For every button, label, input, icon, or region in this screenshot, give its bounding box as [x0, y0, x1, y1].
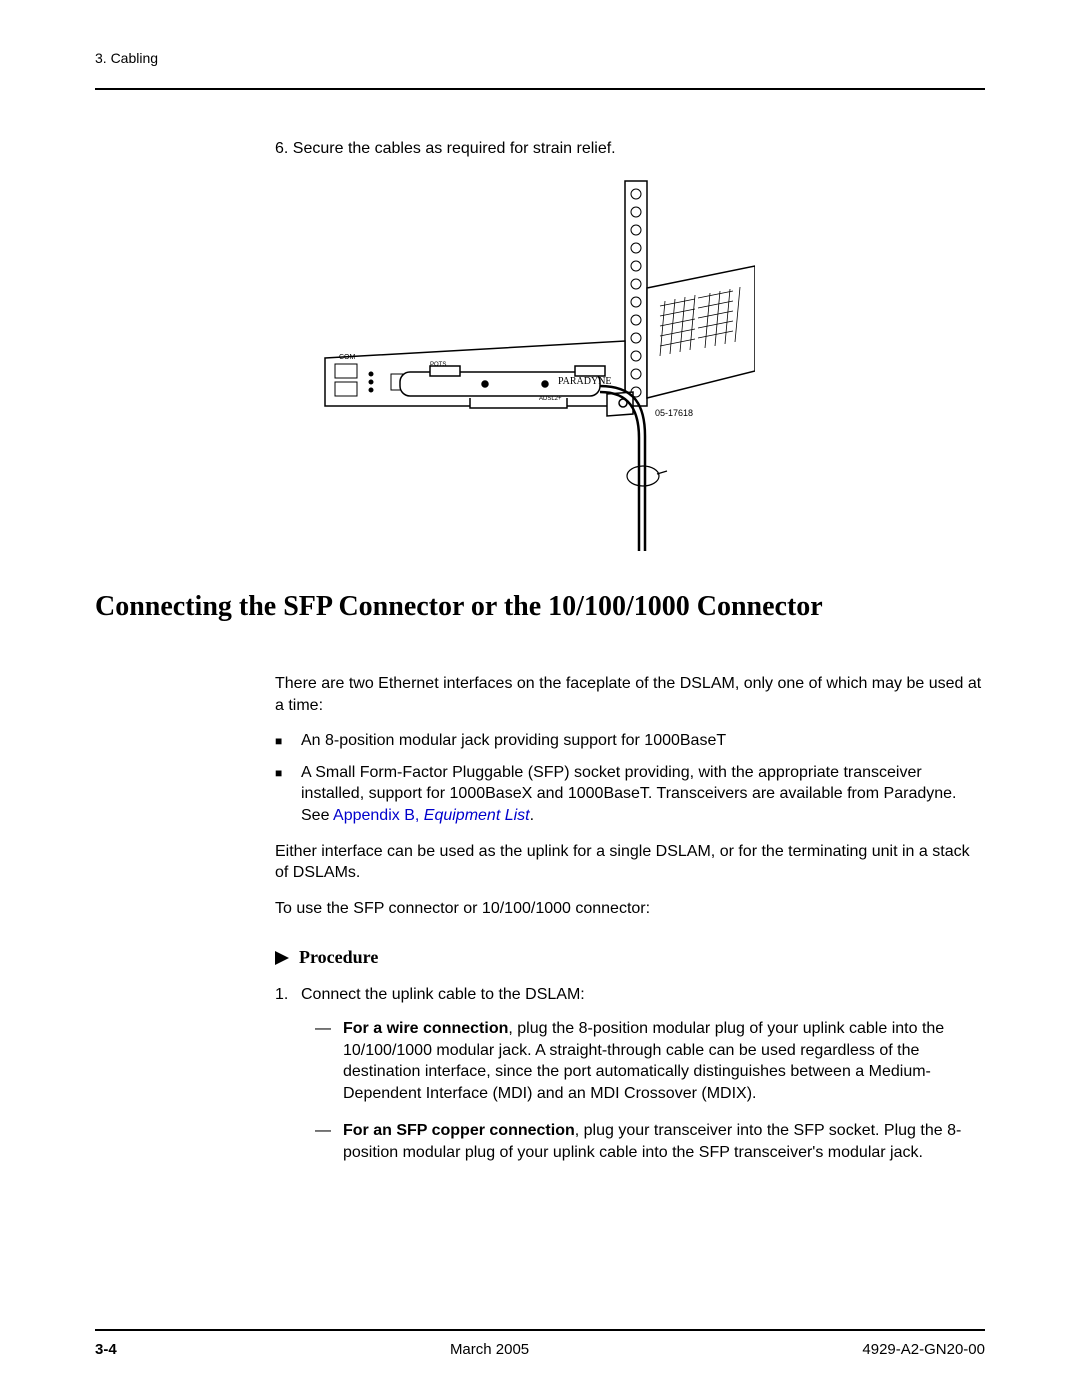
- diagram-svg: [315, 176, 755, 556]
- bullet-list: ■ An 8-position modular jack providing s…: [275, 730, 985, 826]
- step-text: Secure the cables as required for strain…: [293, 140, 616, 157]
- equipment-diagram: COM POTS ADSL2+ PARADYNE 05-17618: [315, 176, 755, 556]
- footer-row: 3-4 March 2005 4929-A2-GN20-00: [95, 1341, 985, 1358]
- appendix-link-title[interactable]: Equipment List: [424, 807, 530, 824]
- step-number: 1.: [275, 984, 301, 1006]
- label-adsl: ADSL2+: [539, 396, 562, 402]
- procedure-heading: Procedure: [275, 947, 985, 968]
- page-footer: 3-4 March 2005 4929-A2-GN20-00: [95, 1329, 985, 1358]
- dash-bold: For a wire connection: [343, 1020, 508, 1037]
- chapter-label: 3. Cabling: [95, 50, 985, 66]
- brand-label: PARADYNE: [558, 376, 612, 387]
- section-body: There are two Ethernet interfaces on the…: [275, 673, 985, 1164]
- dash-text: For a wire connection, plug the 8-positi…: [343, 1018, 985, 1104]
- triangle-icon: [275, 951, 289, 965]
- intro-paragraph: There are two Ethernet interfaces on the…: [275, 673, 985, 716]
- step-number: 6.: [275, 140, 288, 157]
- dash-icon: —: [315, 1120, 343, 1163]
- page-number: 3-4: [95, 1341, 117, 1358]
- step-6: 6. Secure the cables as required for str…: [275, 140, 985, 158]
- dash-icon: —: [315, 1018, 343, 1104]
- dash-item: — For a wire connection, plug the 8-posi…: [315, 1018, 985, 1104]
- dash-bold: For an SFP copper connection: [343, 1122, 575, 1139]
- label-com: COM: [339, 354, 355, 361]
- numbered-step: 1. Connect the uplink cable to the DSLAM…: [275, 984, 985, 1006]
- bullet-item: ■ A Small Form-Factor Pluggable (SFP) so…: [275, 762, 985, 827]
- procedure-label: Procedure: [299, 947, 378, 968]
- footer-date: March 2005: [450, 1341, 529, 1358]
- appendix-link[interactable]: Appendix B,: [333, 807, 424, 824]
- page-header: 3. Cabling: [95, 50, 985, 90]
- header-rule: [95, 88, 985, 90]
- para-either-interface: Either interface can be used as the upli…: [275, 841, 985, 884]
- square-bullet-icon: ■: [275, 762, 301, 827]
- dash-item: — For an SFP copper connection, plug you…: [315, 1120, 985, 1163]
- bullet-item: ■ An 8-position modular jack providing s…: [275, 730, 985, 752]
- doc-number: 4929-A2-GN20-00: [862, 1341, 985, 1358]
- dash-text: For an SFP copper connection, plug your …: [343, 1120, 985, 1163]
- step-text: Connect the uplink cable to the DSLAM:: [301, 984, 585, 1006]
- figure-container: COM POTS ADSL2+ PARADYNE 05-17618: [315, 176, 985, 561]
- link-suffix: .: [530, 807, 534, 824]
- bullet-text: A Small Form-Factor Pluggable (SFP) sock…: [301, 762, 985, 827]
- section-heading: Connecting the SFP Connector or the 10/1…: [95, 591, 985, 623]
- main-content: 6. Secure the cables as required for str…: [275, 140, 985, 561]
- footer-rule: [95, 1329, 985, 1331]
- square-bullet-icon: ■: [275, 730, 301, 752]
- label-pots: POTS: [430, 362, 446, 368]
- para-to-use: To use the SFP connector or 10/100/1000 …: [275, 898, 985, 920]
- dash-list: — For a wire connection, plug the 8-posi…: [315, 1018, 985, 1164]
- figure-id: 05-17618: [655, 408, 693, 418]
- bullet-text: An 8-position modular jack providing sup…: [301, 730, 985, 752]
